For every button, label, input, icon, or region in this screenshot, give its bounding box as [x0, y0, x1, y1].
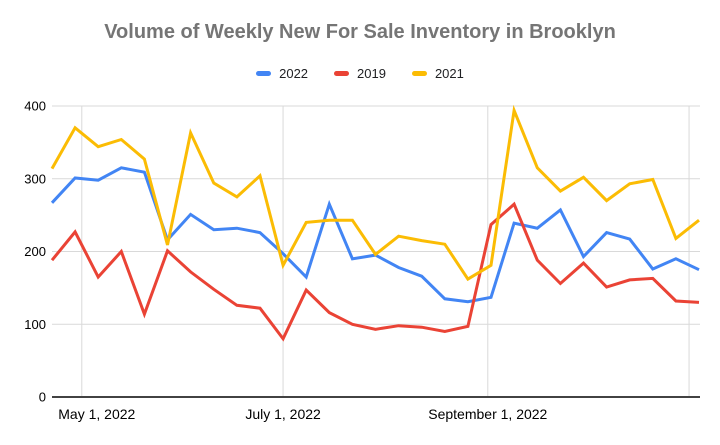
series-line-2021: [50, 104, 700, 282]
legend: 2022 2019 2021: [0, 66, 720, 81]
series-line-2019: [50, 201, 700, 342]
y-tick-label: 200: [24, 244, 46, 259]
y-tick-label: 300: [24, 171, 46, 186]
y-tick-label: 0: [39, 390, 46, 405]
legend-swatch-2021-icon: [411, 71, 427, 76]
chart-title: Volume of Weekly New For Sale Inventory …: [104, 21, 616, 43]
legend-item-2022: 2022: [256, 66, 308, 81]
legend-item-2019: 2019: [334, 66, 386, 81]
legend-swatch-2022-icon: [256, 71, 272, 76]
legend-label-2022: 2022: [279, 66, 309, 81]
line-chart-plot: 0 100 200 300 400 May 1, 2022 July 1, 2022 Sept…: [24, 99, 700, 422]
legend-swatch-2019-icon: [334, 71, 350, 76]
legend-label-2019: 2019: [357, 66, 386, 81]
y-tick-label: 400: [24, 99, 46, 114]
legend-item-2021: 2021: [411, 66, 464, 81]
legend-label-2021: 2021: [434, 66, 464, 81]
x-tick-label: July 1, 2022: [245, 406, 321, 422]
y-tick-label: 100: [24, 317, 46, 332]
x-tick-label: September 1, 2022: [428, 406, 547, 422]
x-tick-label: May 1, 2022: [58, 406, 135, 422]
